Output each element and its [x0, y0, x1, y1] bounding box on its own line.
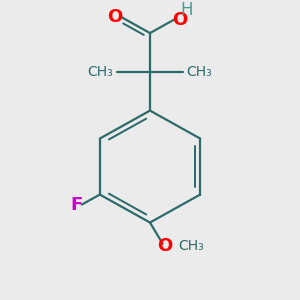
- Text: CH₃: CH₃: [187, 65, 212, 79]
- Text: O: O: [107, 8, 123, 26]
- Text: F: F: [70, 196, 82, 214]
- Text: CH₃: CH₃: [178, 239, 204, 253]
- Text: O: O: [172, 11, 188, 29]
- Text: CH₃: CH₃: [88, 65, 113, 79]
- Text: O: O: [157, 237, 172, 255]
- Text: H: H: [180, 1, 193, 19]
